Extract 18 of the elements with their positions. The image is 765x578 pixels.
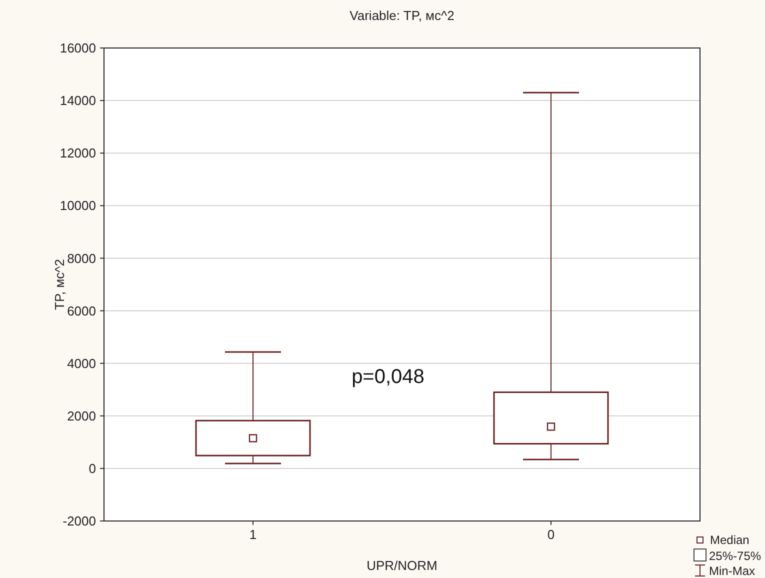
y-tick-label: 16000 (60, 40, 96, 56)
text: Min-Max (709, 564, 756, 578)
y-tick-label: 14000 (60, 93, 96, 108)
y-tick-label: 2000 (67, 408, 96, 424)
y-tick-label: 10000 (60, 198, 96, 214)
y-tick-label: 4000 (67, 356, 96, 371)
text: 25%-75% (709, 549, 762, 563)
y-tick-label: 6000 (67, 303, 96, 318)
x-tick-label: 1 (249, 527, 257, 542)
y-tick-label: 0 (88, 460, 96, 476)
annotation: p=0,048 (352, 366, 424, 388)
y-tick-label: 8000 (67, 250, 96, 266)
text: Median (710, 533, 750, 547)
chart-title: Variable: TP, мс^2 (350, 8, 454, 23)
y-tick-label: -2000 (62, 514, 96, 529)
y-tick-label: 12000 (60, 146, 96, 161)
y-axis-title: TP, мс^2 (52, 259, 67, 310)
x-axis-title: UPR/NORM (366, 558, 438, 573)
